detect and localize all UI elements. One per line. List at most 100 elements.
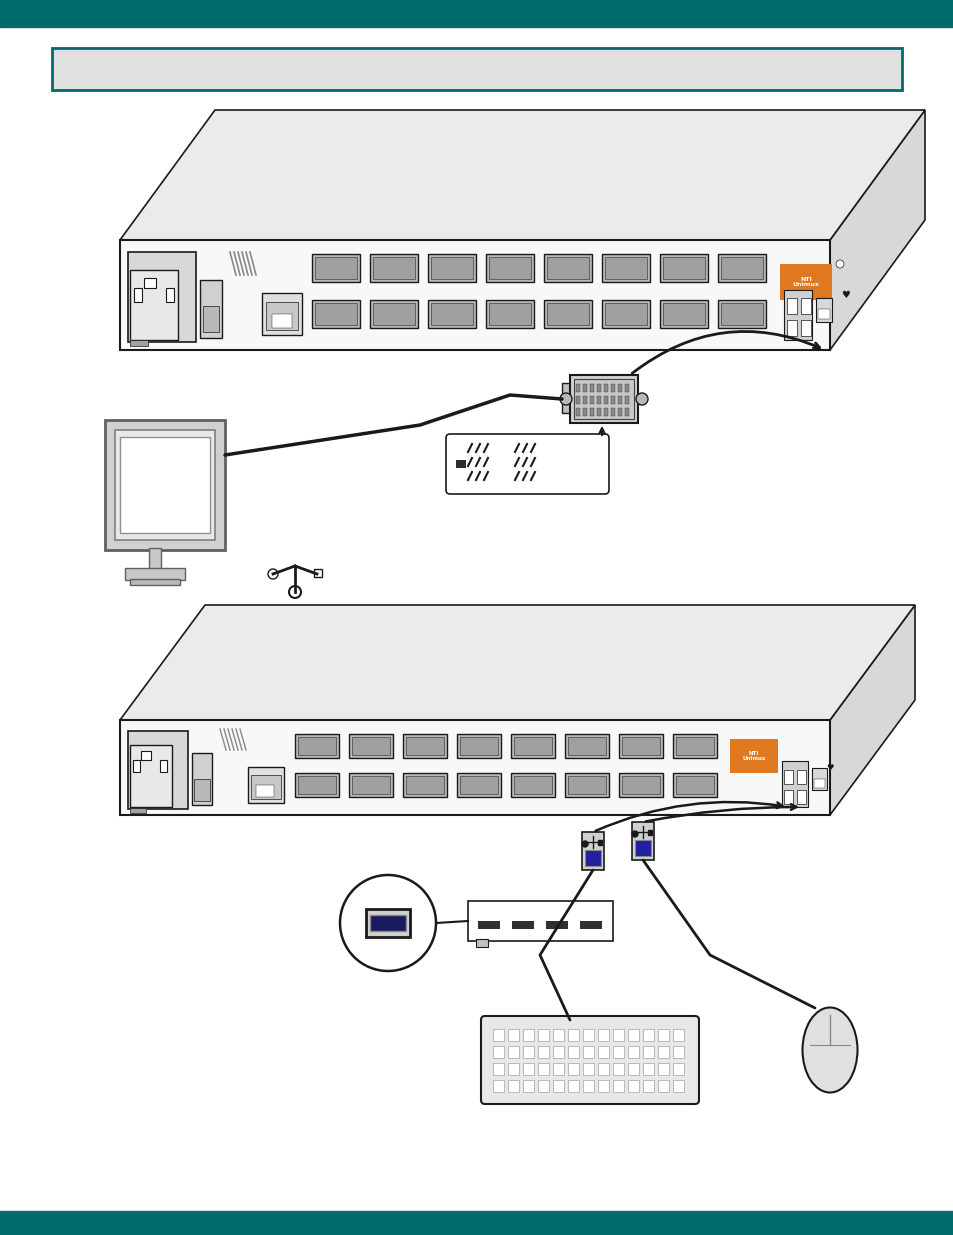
Bar [133, 288, 142, 303]
Bar [312, 300, 359, 329]
Bar [459, 776, 497, 794]
Bar [635, 840, 650, 856]
Bar [642, 1046, 654, 1058]
Bar [456, 459, 465, 468]
Bar [352, 776, 390, 794]
Bar [618, 396, 621, 404]
Bar [553, 1046, 563, 1058]
Bar [294, 773, 338, 797]
Bar [603, 396, 607, 404]
Bar [0, 23, 953, 27]
Bar [149, 548, 161, 571]
Bar [489, 303, 531, 325]
Bar [255, 785, 274, 797]
Bar [132, 760, 140, 772]
Bar [297, 776, 335, 794]
FancyBboxPatch shape [480, 1016, 699, 1104]
Bar [166, 288, 173, 303]
Bar [477, 921, 499, 929]
Bar [601, 300, 649, 329]
Bar [507, 1079, 518, 1092]
Bar [621, 776, 659, 794]
Bar [120, 240, 829, 350]
Bar [672, 1079, 683, 1092]
Circle shape [268, 569, 277, 579]
Bar [581, 832, 603, 869]
Bar [514, 737, 552, 755]
Bar [522, 1079, 534, 1092]
Bar [598, 1029, 608, 1041]
Bar [672, 1063, 683, 1074]
Bar [294, 734, 338, 758]
Text: NTI
Unimux: NTI Unimux [792, 277, 819, 288]
Bar [582, 1029, 594, 1041]
Bar [589, 396, 594, 404]
Bar [537, 1029, 548, 1041]
Bar [627, 1063, 639, 1074]
Bar [567, 776, 605, 794]
Bar [796, 790, 805, 804]
Bar [476, 939, 488, 947]
Bar [402, 773, 447, 797]
Polygon shape [829, 605, 914, 815]
Bar [370, 254, 417, 282]
Bar [312, 254, 359, 282]
Bar [431, 303, 473, 325]
Bar [729, 739, 778, 773]
Bar [553, 1063, 563, 1074]
Bar [618, 734, 662, 758]
Bar [598, 1063, 608, 1074]
Bar [493, 1079, 503, 1092]
Bar [459, 737, 497, 755]
Bar [642, 1079, 654, 1092]
Bar [130, 808, 146, 813]
Bar [569, 375, 638, 424]
Bar [624, 396, 628, 404]
Bar [428, 254, 476, 282]
Bar [431, 257, 473, 279]
Circle shape [581, 841, 587, 847]
Bar [120, 437, 210, 534]
FancyBboxPatch shape [446, 433, 608, 494]
Bar [507, 1063, 518, 1074]
Bar [603, 408, 607, 416]
Bar [604, 303, 646, 325]
Circle shape [339, 876, 436, 971]
Bar [262, 293, 302, 335]
Bar [543, 254, 592, 282]
Bar [582, 408, 586, 416]
Polygon shape [120, 605, 914, 720]
Bar [553, 1029, 563, 1041]
Bar [130, 745, 172, 806]
Bar [522, 1063, 534, 1074]
Bar [642, 1029, 654, 1041]
Bar [621, 737, 659, 755]
Bar [406, 776, 443, 794]
Bar [672, 773, 717, 797]
Bar [598, 1046, 608, 1058]
Bar [564, 773, 608, 797]
Bar [603, 384, 607, 391]
Bar [584, 850, 600, 866]
Bar [659, 300, 707, 329]
Bar [642, 1063, 654, 1074]
Bar [349, 734, 393, 758]
Bar [658, 1046, 668, 1058]
Bar [553, 1079, 563, 1092]
Bar [582, 396, 586, 404]
Bar [647, 830, 651, 835]
Bar [659, 254, 707, 282]
Bar [546, 303, 588, 325]
Bar [507, 1029, 518, 1041]
Bar [402, 734, 447, 758]
Bar [718, 300, 765, 329]
Bar [598, 1079, 608, 1092]
Text: ♥: ♥ [825, 762, 833, 772]
Bar [783, 769, 792, 784]
Bar [582, 1079, 594, 1092]
Circle shape [289, 585, 301, 598]
Bar [610, 384, 615, 391]
Bar [576, 408, 579, 416]
Bar [144, 278, 156, 288]
Ellipse shape [801, 1008, 857, 1093]
